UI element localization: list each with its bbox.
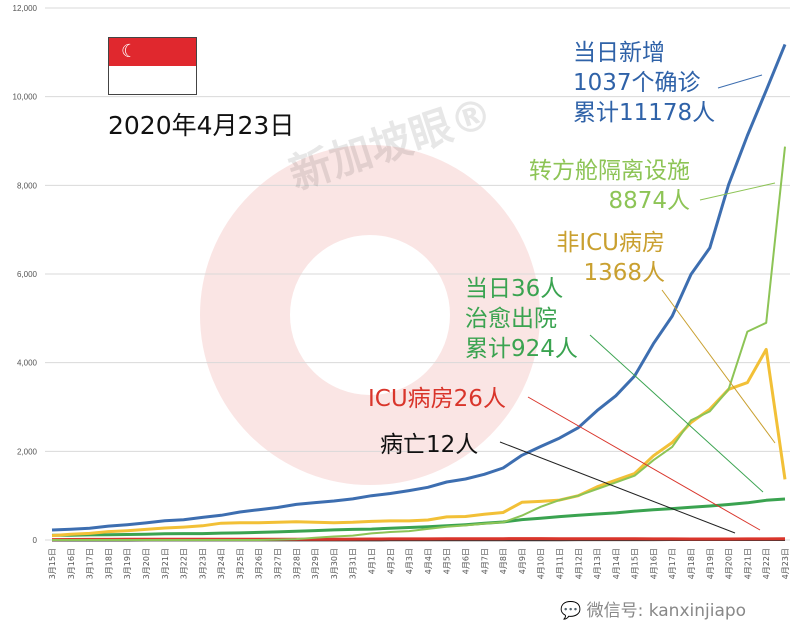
annotation-icu: ICU病房26人 bbox=[368, 386, 506, 412]
x-tick-label: 3月30日 bbox=[330, 548, 339, 579]
wechat-icon: 💬 bbox=[560, 601, 582, 621]
x-tick-label: 3月18日 bbox=[104, 548, 113, 579]
x-tick-label: 4月15日 bbox=[631, 548, 640, 579]
y-tick-label: 0 bbox=[33, 536, 38, 545]
annotation-deaths: 病亡12人 bbox=[380, 432, 479, 458]
annotation-line: 当日36人 bbox=[465, 276, 564, 302]
x-tick-label: 4月20日 bbox=[725, 548, 734, 579]
y-tick-label: 4,000 bbox=[17, 359, 38, 368]
annotation-line: 转方舱隔离设施 bbox=[529, 158, 690, 184]
x-tick-label: 4月22日 bbox=[762, 548, 771, 579]
arrow-icu bbox=[527, 396, 761, 531]
x-tick-label: 4月1日 bbox=[368, 548, 377, 574]
x-tick-label: 4月21日 bbox=[743, 548, 752, 579]
x-tick-label: 4月6日 bbox=[461, 548, 470, 574]
annotation-discharged: 当日36人 治愈出院 累计924人 bbox=[465, 274, 578, 364]
x-tick-label: 3月25日 bbox=[236, 548, 245, 579]
x-tick-label: 3月15日 bbox=[48, 548, 57, 579]
x-tick-label: 3月27日 bbox=[274, 548, 283, 579]
annotation-line: 累计924人 bbox=[465, 336, 578, 362]
x-tick-label: 4月4日 bbox=[424, 548, 433, 574]
x-tick-label: 4月11日 bbox=[555, 548, 564, 579]
x-tick-label: 4月7日 bbox=[480, 548, 489, 574]
annotation-line: 1037个确诊 bbox=[573, 70, 701, 96]
annotation-line: 治愈出院 bbox=[465, 306, 557, 332]
x-tick-label: 4月23日 bbox=[781, 548, 790, 579]
y-tick-label: 6,000 bbox=[17, 270, 38, 279]
x-tick-label: 4月19日 bbox=[706, 548, 715, 579]
annotation-line: 1368人 bbox=[583, 260, 665, 286]
x-tick-label: 4月14日 bbox=[612, 548, 621, 579]
annotation-arrows bbox=[499, 74, 776, 534]
wechat-id: 微信号: kanxinjiapo bbox=[586, 601, 747, 621]
x-tick-label: 3月21日 bbox=[161, 548, 170, 579]
x-tick-label: 3月19日 bbox=[123, 548, 132, 579]
singapore-flag: ☾ bbox=[108, 37, 197, 95]
annotation-ward: 非ICU病房 1368人 bbox=[545, 228, 665, 288]
x-tick-label: 4月17日 bbox=[668, 548, 677, 579]
x-tick-label: 4月10日 bbox=[537, 548, 546, 579]
x-tick-label: 3月28日 bbox=[292, 548, 301, 579]
wechat-footer: 💬 微信号: kanxinjiapo bbox=[560, 596, 746, 621]
y-tick-label: 2,000 bbox=[17, 447, 38, 456]
x-tick-label: 4月3日 bbox=[405, 548, 414, 574]
y-tick-label: 8,000 bbox=[17, 181, 38, 190]
series-line-转方舱隔离设施 bbox=[52, 146, 786, 541]
annotation-line: 8874人 bbox=[608, 188, 690, 214]
arrow-facility bbox=[699, 182, 776, 201]
y-tick-label: 12,000 bbox=[13, 4, 38, 13]
arrow-confirmed bbox=[717, 74, 763, 89]
x-tick-label: 4月18日 bbox=[687, 548, 696, 579]
x-tick-label: 4月5日 bbox=[443, 548, 452, 574]
x-tick-label: 3月23日 bbox=[198, 548, 207, 579]
x-tick-label: 3月17日 bbox=[86, 548, 95, 579]
annotation-line: 累计11178人 bbox=[573, 100, 716, 126]
annotation-confirmed: 当日新增 1037个确诊 累计11178人 bbox=[573, 38, 715, 128]
x-tick-label: 4月16日 bbox=[649, 548, 658, 579]
annotation-line: 非ICU病房 bbox=[556, 230, 665, 256]
annotation-line: 当日新增 bbox=[573, 40, 665, 66]
x-tick-label: 3月31日 bbox=[349, 548, 358, 579]
watermark bbox=[200, 145, 540, 485]
x-tick-label: 4月13日 bbox=[593, 548, 602, 579]
series-line-累计确诊 bbox=[51, 43, 787, 532]
annotation-facility: 转方舱隔离设施 8874人 bbox=[500, 156, 690, 216]
x-tick-label: 3月22日 bbox=[180, 548, 189, 579]
arrow-deaths bbox=[499, 441, 736, 534]
x-tick-label: 4月9日 bbox=[518, 548, 527, 574]
x-tick-label: 3月20日 bbox=[142, 548, 151, 579]
arrow-ward bbox=[661, 289, 776, 444]
x-tick-label: 3月24日 bbox=[217, 548, 226, 579]
x-tick-label: 3月29日 bbox=[311, 548, 320, 579]
series-line-非ICU病房 bbox=[51, 347, 787, 538]
x-tick-label: 3月16日 bbox=[67, 548, 76, 579]
x-tick-label: 3月26日 bbox=[255, 548, 264, 579]
x-tick-label: 4月12日 bbox=[574, 548, 583, 579]
y-tick-label: 10,000 bbox=[13, 93, 38, 102]
x-tick-label: 4月8日 bbox=[499, 548, 508, 574]
date-label: 2020年4月23日 bbox=[108, 111, 295, 140]
arrow-discharged bbox=[589, 334, 764, 493]
series-line-治愈出院 bbox=[51, 497, 786, 537]
x-tick-label: 4月2日 bbox=[386, 548, 395, 574]
